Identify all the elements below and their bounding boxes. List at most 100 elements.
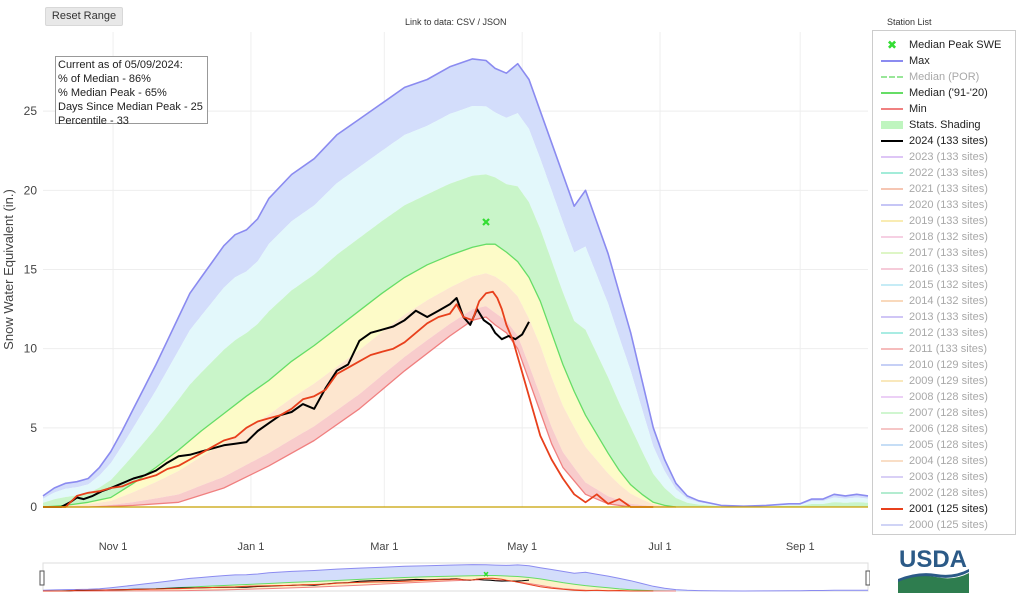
y-axis-label: Snow Water Equivalent (in.) xyxy=(1,189,16,350)
legend-label: 2017 (133 sites) xyxy=(909,247,988,259)
legend-item[interactable]: 2009 (129 sites) xyxy=(881,373,1015,389)
legend-label: 2020 (133 sites) xyxy=(909,199,988,211)
y-tick-label: 0 xyxy=(30,500,37,514)
legend-label: 2004 (128 sites) xyxy=(909,455,988,467)
legend-item[interactable]: 2022 (133 sites) xyxy=(881,165,1015,181)
legend-item[interactable]: ✖ Median Peak SWE xyxy=(881,37,1015,53)
series-line-min xyxy=(43,316,676,508)
mini-line-2001-125-sites xyxy=(43,577,654,592)
legend-label: 2014 (132 sites) xyxy=(909,295,988,307)
legend-label: Max xyxy=(909,55,930,67)
swe-chart: 0 5 10 15 20 25 Nov 1 Jan 1 Mar 1 May 1 Jul 1 Sep 1… xyxy=(1,32,870,592)
legend-label: 2008 (128 sites) xyxy=(909,391,988,403)
legend-swatch xyxy=(881,524,903,526)
usda-logo: USDA xyxy=(898,546,969,593)
series-line-median-91-20 xyxy=(42,243,676,508)
band-p30-p10 xyxy=(43,273,868,507)
legend-label: 2005 (128 sites) xyxy=(909,439,988,451)
legend-swatch xyxy=(881,236,903,238)
legend-swatch xyxy=(881,156,903,158)
legend-swatch xyxy=(881,396,903,398)
range-slider[interactable] xyxy=(39,562,870,592)
legend-swatch xyxy=(881,60,903,62)
legend-item[interactable]: Min xyxy=(881,101,1015,117)
legend-item[interactable]: 2017 (133 sites) xyxy=(881,245,1015,261)
x-tick-label: Mar 1 xyxy=(370,541,398,553)
legend-item[interactable]: 2010 (129 sites) xyxy=(881,357,1015,373)
stats-line: Days Since Median Peak - 25 xyxy=(58,101,203,113)
legend-item[interactable]: Max xyxy=(881,53,1015,69)
legend-swatch xyxy=(881,476,903,478)
legend: ✖ Median Peak SWE Max Median (POR) Median ('… xyxy=(872,30,1016,535)
legend-swatch xyxy=(881,460,903,462)
stats-line: Current as of 05/09/2024: xyxy=(58,59,183,71)
legend-swatch xyxy=(881,348,903,350)
legend-item[interactable]: 2013 (133 sites) xyxy=(881,309,1015,325)
legend-label: 2011 (133 sites) xyxy=(909,343,988,355)
x-tick-label: May 1 xyxy=(507,541,537,553)
data-link[interactable]: Link to data: CSV / JSON xyxy=(405,17,507,27)
legend-item[interactable]: 2004 (128 sites) xyxy=(881,453,1015,469)
legend-swatch xyxy=(881,300,903,302)
legend-item[interactable]: 2024 (133 sites) xyxy=(881,133,1015,149)
legend-item[interactable]: 2016 (133 sites) xyxy=(881,261,1015,277)
y-tick-label: 10 xyxy=(24,342,38,356)
legend-item[interactable]: 2003 (128 sites) xyxy=(881,469,1015,485)
legend-item[interactable]: 2023 (133 sites) xyxy=(881,149,1015,165)
legend-label: 2021 (133 sites) xyxy=(909,183,988,195)
legend-item[interactable]: 2005 (128 sites) xyxy=(881,437,1015,453)
legend-item[interactable]: 2001 (125 sites) xyxy=(881,501,1015,517)
legend-label: Median (POR) xyxy=(909,71,980,83)
stats-line: % Median Peak - 65% xyxy=(58,87,167,99)
y-tick-label: 15 xyxy=(24,263,38,277)
legend-item[interactable]: 2000 (125 sites) xyxy=(881,517,1015,533)
legend-item[interactable]: 2021 (133 sites) xyxy=(881,181,1015,197)
legend-swatch xyxy=(881,188,903,190)
legend-item[interactable]: 2014 (132 sites) xyxy=(881,293,1015,309)
y-tick-label: 5 xyxy=(30,421,37,435)
legend-label: 2023 (133 sites) xyxy=(909,151,988,163)
legend-item[interactable]: 2006 (128 sites) xyxy=(881,421,1015,437)
range-handle-left[interactable] xyxy=(39,570,45,586)
range-handle-right[interactable] xyxy=(865,570,870,586)
legend-label: 2010 (129 sites) xyxy=(909,359,988,371)
stats-line: % of Median - 86% xyxy=(58,73,151,85)
legend-swatch xyxy=(881,380,903,382)
legend-swatch xyxy=(881,444,903,446)
legend-item[interactable]: Stats. Shading xyxy=(881,117,1015,133)
legend-item[interactable]: 2015 (132 sites) xyxy=(881,277,1015,293)
legend-label: 2022 (133 sites) xyxy=(909,167,988,179)
legend-label: 2019 (133 sites) xyxy=(909,215,988,227)
reset-range-button[interactable]: Reset Range xyxy=(45,7,123,26)
y-tick-label: 25 xyxy=(24,104,38,118)
legend-label: 2012 (133 sites) xyxy=(909,327,988,339)
series-line-max xyxy=(42,58,869,507)
usda-logo-swoosh xyxy=(898,569,969,582)
mini-line-max xyxy=(42,564,868,592)
stats-line: Percentile - 33 xyxy=(58,115,129,127)
legend-item[interactable]: 2020 (133 sites) xyxy=(881,197,1015,213)
legend-item[interactable]: 2011 (133 sites) xyxy=(881,341,1015,357)
mini-line-median-91-20 xyxy=(42,575,676,592)
legend-item[interactable]: 2018 (132 sites) xyxy=(881,229,1015,245)
legend-item[interactable]: 2008 (128 sites) xyxy=(881,389,1015,405)
band-p70-p50 xyxy=(43,174,868,507)
legend-item[interactable]: Median ('91-'20) xyxy=(881,85,1015,101)
legend-label: Median Peak SWE xyxy=(909,39,1002,51)
legend-item[interactable]: 2007 (128 sites) xyxy=(881,405,1015,421)
legend-swatch xyxy=(881,412,903,414)
median-peak-marker xyxy=(482,218,490,226)
stats-box: Current as of 05/09/2024: % of Median - … xyxy=(55,56,208,127)
legend-item[interactable]: Median (POR) xyxy=(881,69,1015,85)
mini-median-peak-marker xyxy=(483,571,489,577)
legend-item[interactable]: 2019 (133 sites) xyxy=(881,213,1015,229)
legend-item[interactable]: 2012 (133 sites) xyxy=(881,325,1015,341)
usda-logo-hill xyxy=(898,573,969,593)
legend-label: 2001 (125 sites) xyxy=(909,503,988,515)
legend-item[interactable]: 2002 (128 sites) xyxy=(881,485,1015,501)
legend-label: Stats. Shading xyxy=(909,119,981,131)
legend-swatch xyxy=(881,204,903,206)
y-tick-label: 20 xyxy=(24,183,38,197)
mini-band-upper xyxy=(43,564,868,591)
legend-swatch: ✖ xyxy=(886,38,898,52)
